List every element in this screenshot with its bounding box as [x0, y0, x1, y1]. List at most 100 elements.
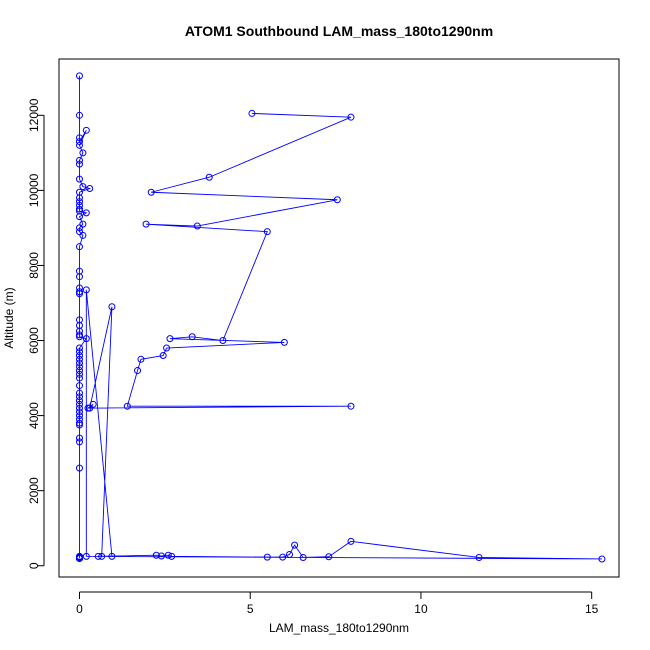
- data-point: [166, 335, 174, 343]
- data-point: [79, 231, 87, 239]
- data-point: [75, 198, 83, 206]
- y-tick-label: 10000: [27, 173, 41, 207]
- data-point: [205, 173, 213, 181]
- data-point: [75, 331, 83, 339]
- y-tick-label: 6000: [27, 327, 41, 354]
- data-point: [263, 553, 271, 561]
- data-point: [75, 141, 83, 149]
- data-point: [347, 537, 355, 545]
- y-tick-label: 12000: [27, 98, 41, 132]
- y-axis-label: Altitude (m): [2, 287, 16, 348]
- data-point: [263, 228, 271, 236]
- data-point: [168, 552, 176, 560]
- data-point: [598, 555, 606, 563]
- data-point: [75, 393, 83, 401]
- data-point: [325, 553, 333, 561]
- data-point: [75, 434, 83, 442]
- data-point: [75, 138, 83, 146]
- data-point: [152, 551, 160, 559]
- data-point: [75, 273, 83, 281]
- data-point: [75, 404, 83, 412]
- data-point: [79, 149, 87, 157]
- data-point: [123, 402, 131, 410]
- data-point: [82, 126, 90, 134]
- data-point: [75, 355, 83, 363]
- data-point: [248, 109, 256, 117]
- data-point: [137, 355, 145, 363]
- y-tick-label: 2000: [27, 477, 41, 504]
- data-point: [89, 400, 97, 408]
- data-point: [75, 408, 83, 416]
- data-point: [291, 541, 299, 549]
- data-point: [75, 290, 83, 298]
- data-point: [75, 464, 83, 472]
- y-tick-label: 0: [27, 562, 41, 569]
- data-point: [82, 209, 90, 217]
- plot-frame: [58, 58, 620, 578]
- data-point: [108, 303, 116, 311]
- x-tick-label: 0: [76, 602, 83, 616]
- data-point: [82, 552, 90, 560]
- x-tick-label: 10: [414, 602, 428, 616]
- series-2-line: [85, 112, 602, 560]
- data-point: [280, 338, 288, 346]
- data-point: [299, 553, 307, 561]
- data-point: [142, 220, 150, 228]
- data-point: [75, 333, 83, 341]
- data-point: [134, 367, 142, 375]
- data-point: [75, 370, 83, 378]
- data-layer: [75, 72, 606, 563]
- data-point: [75, 397, 83, 405]
- data-point: [82, 286, 90, 294]
- data-point: [108, 552, 116, 560]
- y-tick-label: 4000: [27, 402, 41, 429]
- data-point: [159, 352, 167, 360]
- data-point: [347, 402, 355, 410]
- x-axis-label: LAM_mass_180to1290nm: [269, 621, 409, 635]
- data-point: [86, 404, 94, 412]
- data-point: [75, 72, 83, 80]
- data-point: [75, 348, 83, 356]
- x-tick-label: 15: [585, 602, 599, 616]
- data-point: [75, 111, 83, 119]
- data-point: [157, 552, 165, 560]
- data-point: [347, 113, 355, 121]
- data-point: [164, 551, 172, 559]
- data-point: [75, 134, 83, 142]
- data-point: [75, 344, 83, 352]
- data-point: [75, 359, 83, 367]
- data-point: [75, 243, 83, 251]
- data-point: [75, 438, 83, 446]
- data-point: [75, 412, 83, 420]
- data-point: [163, 344, 171, 352]
- data-point: [75, 363, 83, 371]
- data-point: [285, 550, 293, 558]
- data-point: [75, 367, 83, 375]
- data-point: [75, 175, 83, 183]
- data-point: [75, 156, 83, 164]
- data-point: [75, 288, 83, 296]
- data-point: [75, 194, 83, 202]
- data-point: [193, 222, 201, 230]
- chart-title: ATOM1 Southbound LAM_mass_180to1290nm: [185, 23, 493, 39]
- axes-layer: 0 5 10 15 0 2000 4000 6000 8000 10000 12000: [27, 98, 599, 616]
- data-point: [75, 400, 83, 408]
- data-point: [75, 374, 83, 382]
- data-point: [333, 196, 341, 204]
- data-point: [75, 554, 83, 562]
- data-point: [75, 205, 83, 213]
- data-point: [75, 213, 83, 221]
- data-point: [94, 552, 102, 560]
- data-point: [475, 553, 483, 561]
- y-tick-label: 8000: [27, 252, 41, 279]
- data-point: [75, 389, 83, 397]
- data-point: [75, 160, 83, 168]
- data-point: [147, 188, 155, 196]
- data-point: [279, 553, 287, 561]
- x-tick-label: 5: [247, 602, 254, 616]
- data-point: [219, 337, 227, 345]
- data-point: [98, 552, 106, 560]
- data-point: [75, 419, 83, 427]
- data-point: [188, 333, 196, 341]
